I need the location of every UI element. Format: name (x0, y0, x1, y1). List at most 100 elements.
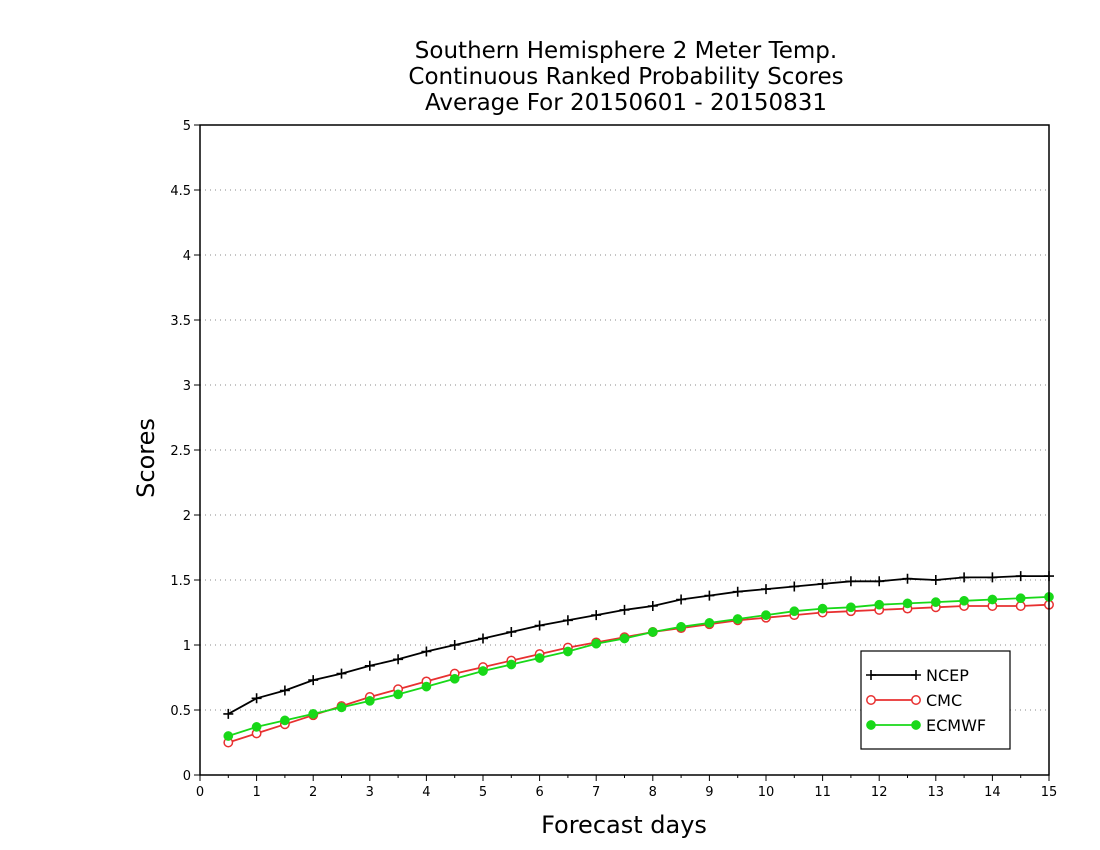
y-tick-label: 2 (183, 509, 191, 524)
data-point-ncep (223, 708, 234, 719)
data-point-ncep (421, 646, 432, 657)
data-point-ncep (478, 633, 488, 644)
data-point-ecmwf (223, 731, 234, 741)
title-line-2: Continuous Ranked Probability Scores (408, 64, 843, 90)
data-point-ncep (732, 586, 743, 597)
plot-series (223, 571, 1054, 748)
legend-item-ecmwf: ECMWF (866, 716, 986, 735)
data-point-ncep (959, 572, 970, 583)
data-point-ecmwf (421, 681, 432, 692)
data-point-ecmwf (534, 653, 545, 663)
data-point-ecmwf (647, 627, 658, 637)
data-point-ecmwf (874, 599, 885, 610)
data-point-ncep (902, 573, 913, 584)
data-point-cmc (1015, 601, 1026, 611)
data-point-ncep (930, 575, 941, 585)
legend: NCEP CMC ECMWF (860, 650, 1011, 750)
data-point-ecmwf (1015, 593, 1026, 604)
y-tick-label: 1.5 (170, 574, 191, 589)
legend-marker (911, 670, 921, 680)
y-tick-label: 2.5 (170, 444, 191, 459)
data-point-ecmwf (846, 602, 856, 613)
x-axis-label: Forecast days (541, 811, 707, 839)
data-point-ecmwf (789, 606, 800, 617)
data-point-ncep (704, 590, 715, 601)
legend-item-ncep: NCEP (866, 666, 969, 685)
y-tick-label: 4 (183, 249, 191, 264)
title-line-1: Southern Hemisphere 2 Meter Temp. (415, 38, 837, 64)
data-point-ncep (647, 601, 658, 611)
y-tick-label: 1 (183, 639, 191, 654)
data-point-ecmwf (761, 610, 771, 620)
data-point-ncep (987, 572, 998, 583)
x-tick-label: 10 (758, 785, 775, 800)
x-tick-label: 14 (984, 785, 1001, 800)
data-point-ncep (336, 668, 347, 679)
data-point-ecmwf (732, 614, 743, 624)
series-ncep (223, 571, 1054, 719)
data-point-ecmwf (987, 594, 998, 605)
data-point-ncep (251, 693, 262, 704)
grid-lines (200, 189, 1049, 711)
x-tick-label: 3 (366, 785, 374, 800)
data-point-ecmwf (930, 597, 941, 607)
data-point-ecmwf (308, 709, 319, 719)
x-tick-label: 2 (309, 785, 317, 800)
data-point-ncep (364, 660, 375, 671)
legend-item-cmc: CMC (866, 691, 962, 710)
data-point-ncep (279, 685, 290, 696)
x-tick-label: 1 (252, 785, 260, 800)
y-tick-label: 5 (183, 119, 191, 134)
y-tick-label: 0.5 (170, 704, 191, 719)
data-point-ecmwf (704, 618, 715, 628)
x-tick-label: 4 (422, 785, 430, 800)
data-point-ncep (619, 604, 630, 615)
data-point-ecmwf (902, 598, 913, 609)
data-point-ecmwf (336, 702, 347, 713)
data-point-ncep (761, 584, 771, 595)
y-tick-label: 0 (183, 769, 191, 784)
series-ecmwf (223, 592, 1054, 741)
data-point-ecmwf (280, 715, 290, 726)
data-point-ecmwf (251, 722, 262, 732)
plot-frame (199, 124, 1050, 776)
data-point-ncep (789, 581, 800, 592)
y-tick-label: 3 (183, 379, 191, 394)
x-tick-label: 5 (479, 785, 487, 800)
data-point-ecmwf (619, 633, 630, 644)
data-point-ecmwf (393, 689, 403, 700)
data-point-ncep (562, 615, 573, 626)
legend-marker (866, 670, 876, 680)
data-point-ecmwf (563, 646, 573, 657)
data-point-ncep (591, 610, 602, 621)
y-tick-label: 3.5 (170, 314, 191, 329)
legend-label: NCEP (926, 666, 969, 685)
data-point-ncep (1015, 571, 1026, 582)
chart-title: Southern Hemisphere 2 Meter Temp. Contin… (408, 38, 843, 116)
data-point-ecmwf (591, 638, 602, 649)
data-point-ncep (308, 675, 319, 686)
data-point-ecmwf (676, 621, 686, 632)
data-point-ncep (676, 594, 687, 605)
data-point-ncep (874, 576, 885, 587)
data-point-ecmwf (506, 659, 517, 670)
x-tick-label: 13 (928, 785, 945, 800)
data-point-ecmwf (959, 595, 969, 606)
x-tick-label: 8 (649, 785, 657, 800)
data-point-ncep (449, 640, 460, 650)
data-point-ecmwf (817, 603, 828, 614)
y-tick-label: 4.5 (170, 184, 191, 199)
data-point-ecmwf (449, 673, 460, 684)
legend-label: CMC (926, 691, 962, 710)
legend-marker (866, 695, 876, 705)
legend-marker (866, 720, 876, 730)
x-tick-label: 11 (814, 785, 831, 800)
data-point-ecmwf (478, 666, 488, 676)
data-point-ncep (393, 654, 404, 665)
x-tick-label: 15 (1041, 785, 1058, 800)
data-point-ncep (534, 620, 545, 631)
data-point-ncep (817, 578, 828, 589)
legend-marker (911, 695, 921, 705)
legend-label: ECMWF (926, 716, 986, 735)
